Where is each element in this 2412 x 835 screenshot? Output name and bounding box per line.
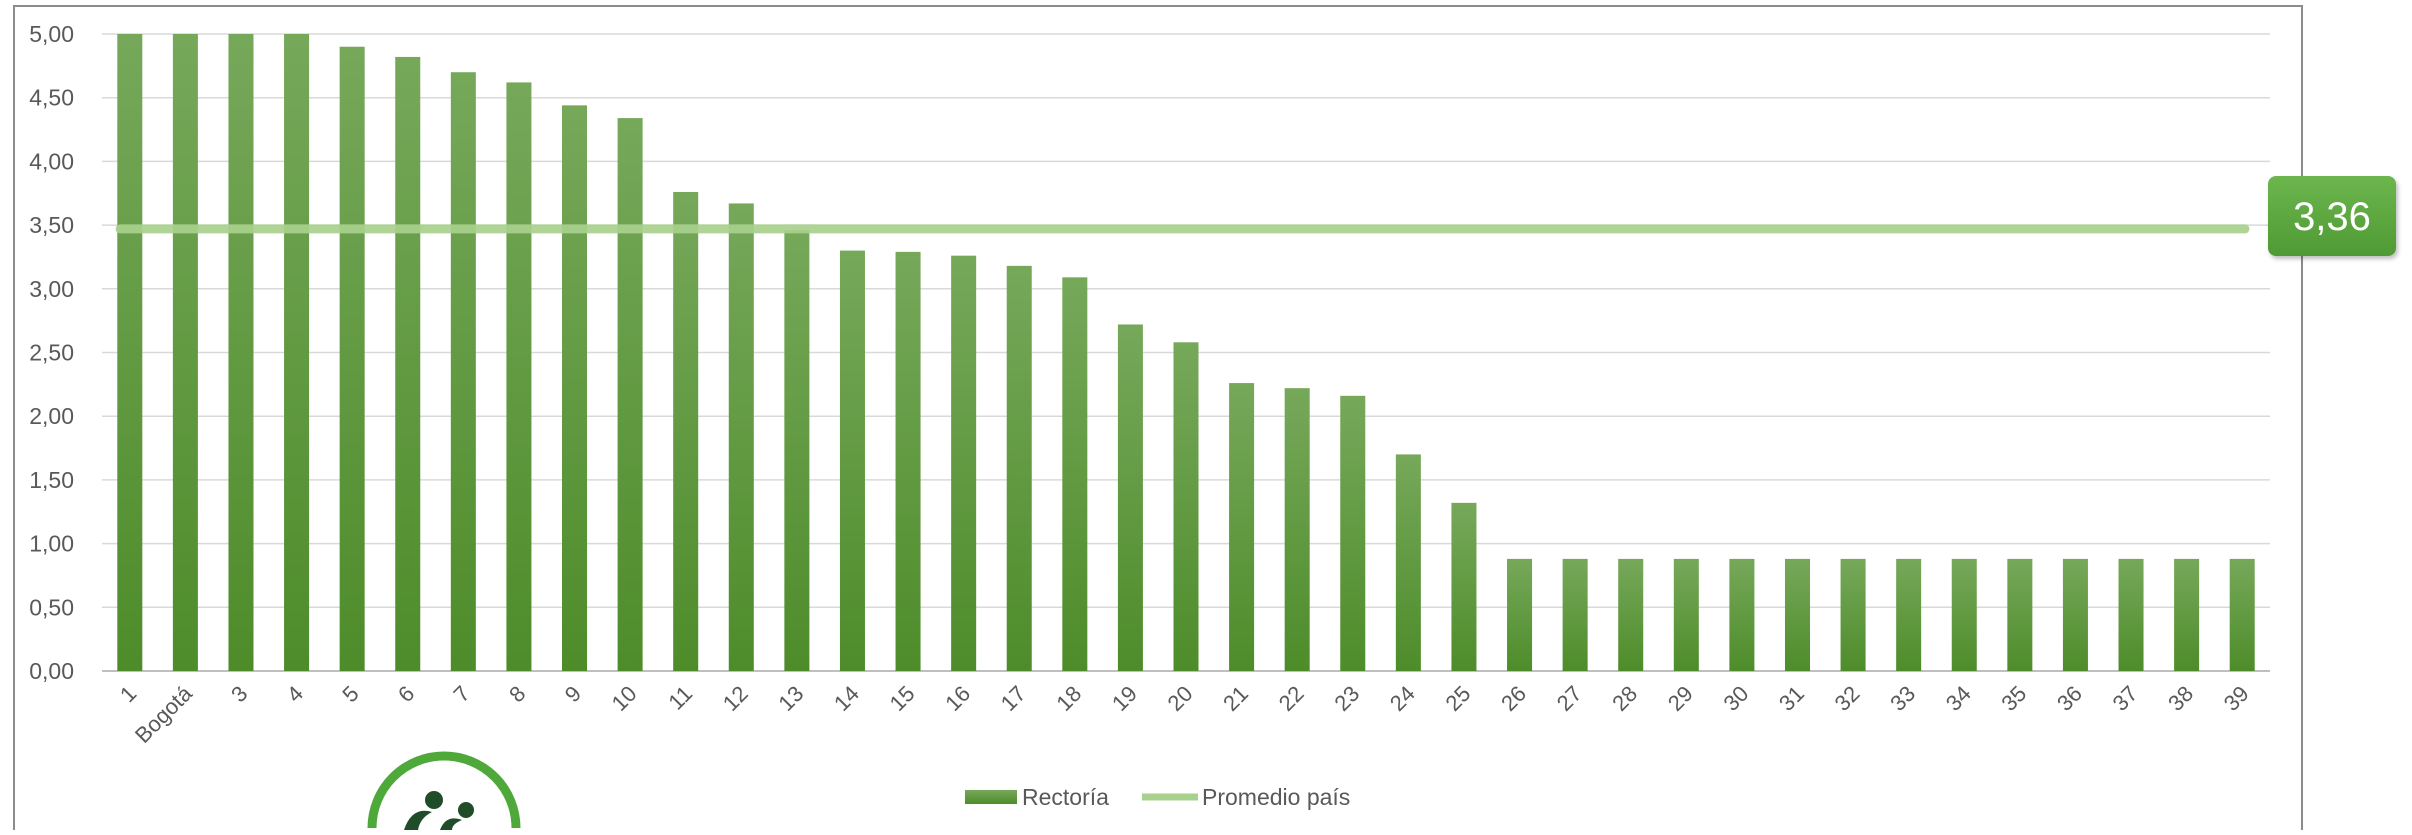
callout-value: 3,36 [2293, 195, 2371, 239]
logo [367, 751, 521, 830]
y-tick-label: 4,00 [29, 148, 74, 174]
legend-label: Promedio país [1202, 784, 1350, 810]
bar [673, 191, 699, 671]
bar [1507, 558, 1533, 671]
legend: Rectoría Promedio país [965, 784, 1350, 810]
logo-figure [404, 810, 432, 830]
bar [1173, 342, 1199, 671]
bar [339, 46, 365, 672]
bar [1229, 383, 1255, 671]
callout-badge [2268, 176, 2396, 256]
bar [450, 72, 476, 672]
logo-ring [367, 751, 521, 829]
bar [1006, 265, 1032, 671]
legend-label: Rectoría [1022, 784, 1109, 810]
bar [1729, 558, 1755, 671]
logo-dot [425, 791, 443, 809]
callout: 3,36 [2268, 176, 2396, 256]
bar [228, 34, 254, 671]
y-axis: 0,00 0,50 1,00 1,50 2,00 2,50 3,00 3,50 4,00 4,50… [29, 21, 74, 684]
bar [1451, 502, 1477, 671]
bar [1896, 558, 1922, 671]
bar [506, 82, 532, 672]
bar [395, 56, 421, 671]
bar [1284, 388, 1310, 671]
y-tick-label: 3,50 [29, 212, 74, 238]
bar [1951, 558, 1977, 671]
bar-series [117, 34, 2255, 672]
y-tick-label: 4,50 [29, 85, 74, 111]
y-tick-label: 2,50 [29, 340, 74, 366]
y-tick-label: 2,00 [29, 403, 74, 429]
bar [1673, 558, 1699, 671]
bar [562, 105, 588, 672]
bar [2229, 558, 2255, 671]
y-tick-label: 0,50 [29, 594, 74, 620]
bar [2062, 558, 2088, 671]
bar [172, 34, 198, 671]
y-tick-label: 1,50 [29, 467, 74, 493]
bar [1340, 395, 1366, 671]
bar [284, 34, 310, 671]
bar [1117, 324, 1143, 671]
bar [1840, 558, 1866, 671]
bar [839, 250, 865, 671]
bar [784, 230, 810, 672]
bar [1062, 277, 1088, 671]
logo-dot [458, 802, 474, 818]
y-tick-label: 0,00 [29, 658, 74, 684]
logo-figure [440, 818, 462, 830]
bar [617, 118, 643, 672]
bar [895, 251, 921, 671]
bar [117, 34, 143, 671]
bar [1562, 558, 1588, 671]
legend-swatch-bar [965, 790, 1017, 804]
y-tick-label: 1,00 [29, 531, 74, 557]
y-tick-label: 5,00 [29, 21, 74, 47]
bar [2174, 558, 2200, 671]
bar [2118, 558, 2144, 671]
y-tick-label: 3,00 [29, 276, 74, 302]
bar [951, 255, 977, 671]
bar [1395, 454, 1421, 671]
bar [2007, 558, 2033, 671]
bar [728, 203, 754, 671]
bar [1784, 558, 1810, 671]
bar [1618, 558, 1644, 671]
